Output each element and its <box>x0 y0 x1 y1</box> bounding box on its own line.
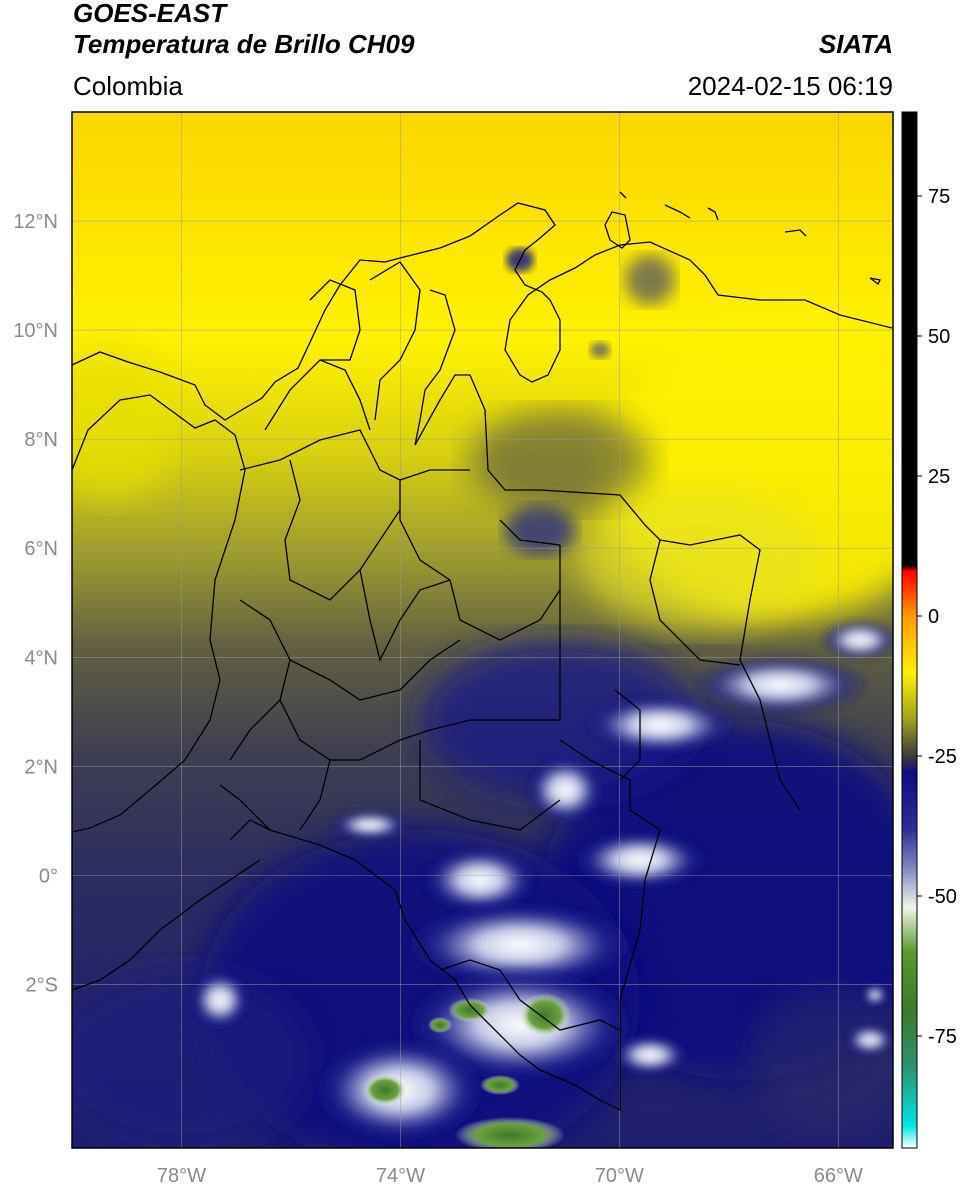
colorbar-tick-label: 0 <box>928 606 939 628</box>
map-gridlines <box>72 112 893 1148</box>
longitude-labels: 78°W 74°W 70°W 66°W <box>157 1165 863 1187</box>
colorbar-tick-label: -50 <box>928 886 957 908</box>
map-frame <box>71 111 894 1149</box>
satellite-title: GOES-EAST <box>73 0 227 28</box>
lon-tick-label: 70°W <box>595 1165 644 1187</box>
colorbar-tick-label: 25 <box>928 466 950 488</box>
latitude-labels: 12°N 10°N 8°N 6°N 4°N 2°N 0° 2°S <box>13 211 58 996</box>
colorbar-tick-label: -25 <box>928 746 957 768</box>
datetime-label: 2024-02-15 06:19 <box>687 71 893 101</box>
brightness-temperature-field <box>72 112 893 1148</box>
organization-label: SIATA <box>818 29 893 59</box>
colorbar-tick-label: 50 <box>928 326 950 348</box>
coastlines-and-borders <box>72 191 893 1112</box>
colorbar-tick-label: -75 <box>928 1026 957 1048</box>
region-label: Colombia <box>73 71 183 101</box>
lat-tick-label: 6°N <box>24 538 58 560</box>
lat-tick-label: 12°N <box>13 211 58 233</box>
lat-tick-label: 10°N <box>13 320 58 342</box>
lon-tick-label: 78°W <box>157 1165 206 1187</box>
lat-tick-label: 8°N <box>24 429 58 451</box>
lat-tick-label: 0° <box>39 865 58 887</box>
product-title: Temperatura de Brillo CH09 <box>73 29 415 59</box>
lat-tick-label: 2°S <box>26 974 58 996</box>
colorbar: 75 50 25 0 -25 -50 -75 <box>901 111 957 1149</box>
lon-tick-label: 66°W <box>814 1165 863 1187</box>
colorbar-tick-label: 75 <box>928 186 950 208</box>
lat-tick-label: 4°N <box>24 647 58 669</box>
colorbar-frame <box>901 111 918 1149</box>
lon-tick-label: 74°W <box>376 1165 425 1187</box>
lat-tick-label: 2°N <box>24 756 58 778</box>
colorbar-scale <box>902 112 917 1148</box>
